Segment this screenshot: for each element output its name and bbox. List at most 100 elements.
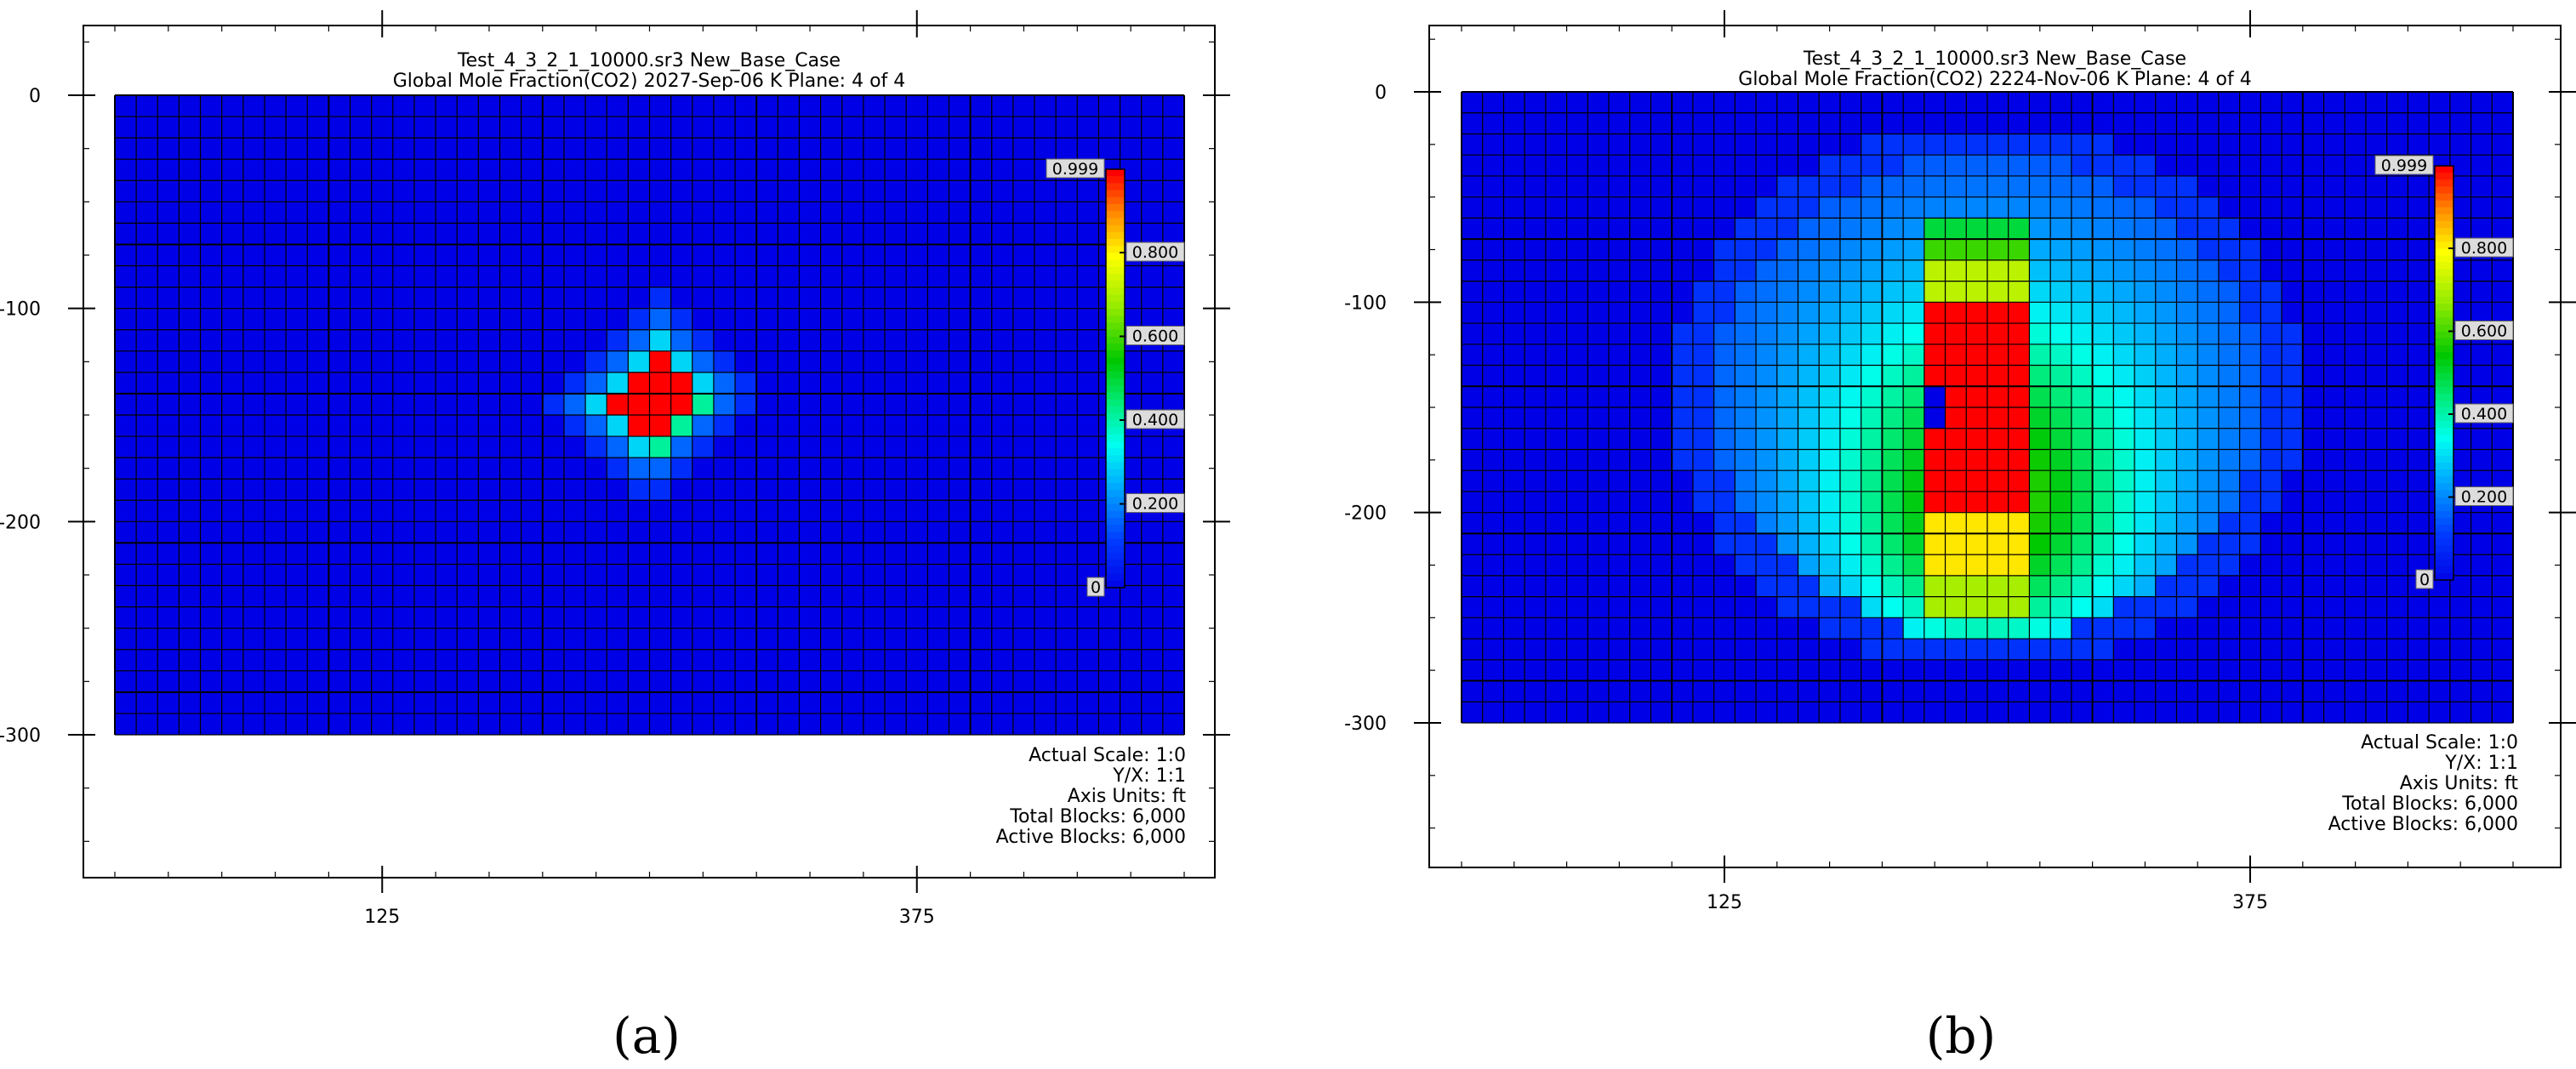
heatmap-cell <box>328 585 350 607</box>
heatmap-cell <box>2197 639 2220 661</box>
heatmap-cell <box>2492 449 2514 471</box>
heatmap-cell <box>2386 702 2408 724</box>
heatmap-cell <box>863 500 886 522</box>
heatmap-cell <box>756 223 778 245</box>
heatmap-cell <box>2134 196 2157 219</box>
heatmap-cell <box>1672 196 1694 219</box>
heatmap-cell <box>413 223 436 245</box>
heatmap-cell <box>970 458 993 480</box>
heatmap-cell <box>2092 575 2114 597</box>
heatmap-cell <box>136 265 158 287</box>
colorbar-segment <box>1106 309 1125 316</box>
heatmap-cell <box>499 500 522 522</box>
heatmap-cell <box>2492 281 2514 303</box>
heatmap-cell <box>157 564 180 586</box>
heatmap-cell <box>264 244 287 266</box>
heatmap-cell <box>136 393 158 416</box>
heatmap-cell <box>478 458 500 480</box>
heatmap-cell <box>927 329 949 352</box>
heatmap-cell <box>179 628 201 651</box>
heatmap-cell <box>607 287 629 310</box>
heatmap-cell <box>906 458 928 480</box>
heatmap-cell <box>2155 281 2177 303</box>
heatmap-cell <box>2008 512 2030 534</box>
heatmap-cell <box>1650 554 1673 577</box>
heatmap-cell <box>115 691 137 714</box>
heatmap-cell <box>2386 386 2408 408</box>
heatmap-cell <box>713 585 736 607</box>
heatmap-cell <box>521 500 544 522</box>
heatmap-cell <box>970 138 993 160</box>
heatmap-cell <box>2113 365 2135 387</box>
colorbar-segment <box>2435 179 2453 187</box>
heatmap-cell <box>136 372 158 395</box>
colorbar-segment <box>1106 399 1125 407</box>
heatmap-cell <box>1462 659 1484 681</box>
heatmap-cell <box>1923 639 1946 661</box>
heatmap-cell <box>136 585 158 607</box>
heatmap-cell <box>649 223 672 245</box>
colorbar-segment <box>1106 253 1125 261</box>
heatmap-cell <box>1987 239 2009 261</box>
colorbar-segment <box>1106 266 1125 275</box>
heatmap-cell <box>179 564 201 586</box>
heatmap-cell <box>841 691 864 714</box>
heatmap-cell <box>2092 323 2114 345</box>
heatmap-cell <box>2323 218 2345 240</box>
heatmap-cell <box>2239 175 2261 198</box>
colorbar-segment <box>1106 475 1125 484</box>
heatmap-cell <box>2134 239 2157 261</box>
heatmap-cell <box>1692 512 1715 534</box>
heatmap-cell <box>2471 575 2493 597</box>
heatmap-cell <box>136 670 158 693</box>
heatmap-cell <box>820 585 843 607</box>
heatmap-cell <box>115 372 137 395</box>
heatmap-cell <box>563 543 586 565</box>
heatmap-cell <box>478 691 500 714</box>
heatmap-cell <box>392 180 415 202</box>
heatmap-cell <box>1735 428 1757 450</box>
heatmap-cell <box>1056 521 1078 543</box>
heatmap-cell <box>713 138 736 160</box>
heatmap-cell <box>286 458 308 480</box>
heatmap-cell <box>607 628 629 651</box>
colorbar-segment <box>2435 304 2453 312</box>
heatmap-cell <box>1735 491 1757 514</box>
heatmap-cell <box>1839 175 1862 198</box>
heatmap-cell <box>2113 407 2135 429</box>
heatmap-cell <box>1609 554 1631 577</box>
heatmap-cell <box>1077 180 1099 202</box>
heatmap-cell <box>2345 407 2367 429</box>
heatmap-cell <box>1839 344 1862 366</box>
heatmap-cell <box>949 138 971 160</box>
heatmap-cell <box>1587 175 1610 198</box>
heatmap-cell <box>970 223 993 245</box>
heatmap-cell <box>713 500 736 522</box>
heatmap-cell <box>542 350 565 373</box>
heatmap-cell <box>585 180 607 202</box>
heatmap-cell <box>585 287 607 310</box>
heatmap-cell <box>1650 575 1673 597</box>
heatmap-cell <box>413 458 436 480</box>
heatmap-cell <box>1819 428 1841 450</box>
heatmap-cell <box>2218 428 2241 450</box>
heatmap-cell <box>457 329 479 352</box>
heatmap-cell <box>413 350 436 373</box>
heatmap-cell <box>820 649 843 672</box>
heatmap-cell <box>1839 659 1862 681</box>
heatmap-cell <box>1861 449 1883 471</box>
heatmap-cell <box>1692 702 1715 724</box>
heatmap-cell <box>115 585 137 607</box>
colorbar-label-text: 0.400 <box>1132 411 1178 429</box>
heatmap-cell <box>264 713 287 736</box>
heatmap-cell <box>2029 554 2051 577</box>
heatmap-cell <box>2365 386 2388 408</box>
heatmap-cell <box>841 244 864 266</box>
heatmap-cell <box>1735 470 1757 492</box>
heatmap-cell <box>1609 702 1631 724</box>
heatmap-cell <box>1923 554 1946 577</box>
heatmap-cell <box>1012 713 1035 736</box>
heatmap-cell <box>2282 659 2304 681</box>
heatmap-cell <box>413 308 436 331</box>
heatmap-cell <box>2008 596 2030 618</box>
